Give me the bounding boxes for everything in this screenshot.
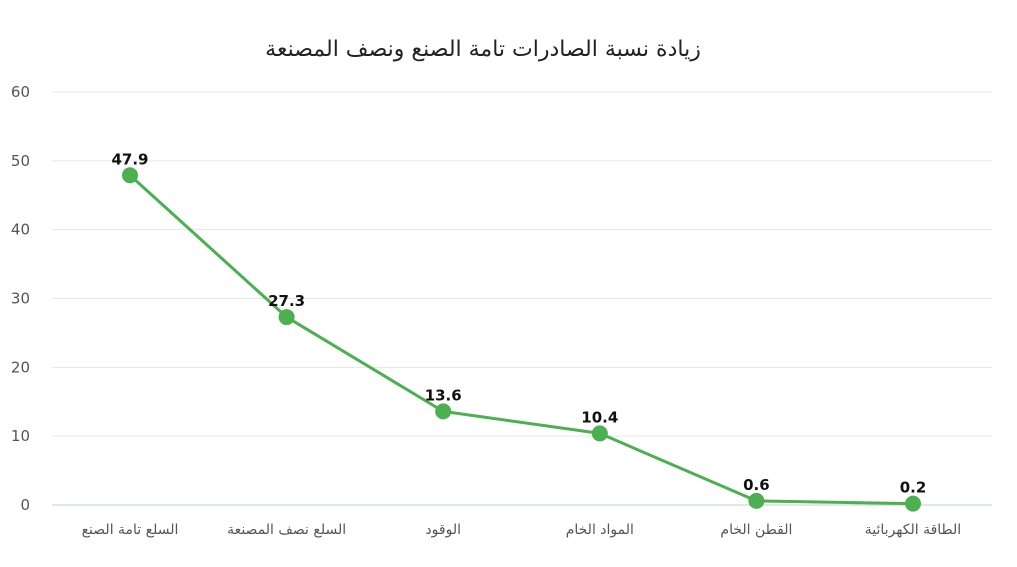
grid-lines — [52, 91, 992, 437]
y-tick-label: 40 — [11, 221, 30, 239]
y-axis-ticks: 0 10 20 30 40 50 60 — [11, 83, 30, 514]
y-tick-label: 20 — [11, 358, 30, 376]
x-tick-label: القطن الخام — [720, 522, 792, 538]
data-labels: 47.9 27.3 13.6 10.4 0.6 0.2 — [111, 150, 926, 496]
data-point — [278, 309, 295, 326]
y-tick-label: 60 — [11, 83, 30, 101]
x-tick-label: المواد الخام — [566, 522, 634, 538]
data-label: 27.3 — [268, 292, 305, 310]
data-point — [748, 492, 765, 509]
x-tick-label: السلع تامة الصنع — [82, 522, 179, 538]
x-tick-label: الطاقة الكهربائية — [865, 522, 961, 538]
data-label: 0.6 — [743, 476, 770, 494]
data-points — [122, 167, 921, 512]
x-tick-label: الوقود — [425, 522, 461, 538]
data-point — [591, 425, 608, 442]
y-tick-label: 50 — [11, 152, 30, 170]
x-axis-ticks: السلع تامة الصنع السلع نصف المصنعة الوقود ا… — [82, 522, 962, 538]
data-point — [905, 495, 921, 512]
data-label: 10.4 — [581, 408, 618, 426]
data-label: 47.9 — [111, 150, 148, 168]
series-line — [128, 174, 914, 506]
data-point — [122, 167, 138, 184]
data-label: 13.6 — [425, 386, 462, 404]
x-tick-label: السلع نصف المصنعة — [227, 522, 346, 538]
data-label: 0.2 — [900, 479, 927, 497]
y-tick-label: 10 — [11, 427, 30, 445]
chart-title: زيادة نسبة الصادرات تامة الصنع ونصف المص… — [265, 37, 701, 62]
y-tick-label: 30 — [11, 290, 30, 308]
y-tick-label: 0 — [20, 496, 30, 514]
data-point — [435, 403, 452, 420]
